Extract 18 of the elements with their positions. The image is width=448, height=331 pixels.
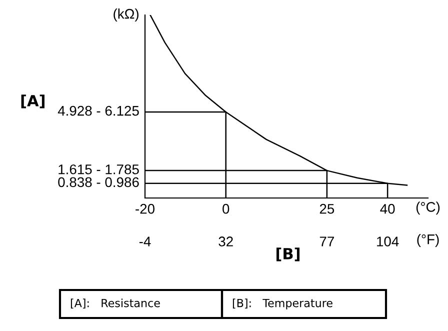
x-axis-title: (°C) (416, 202, 440, 215)
x2-tick-label: 32 (218, 236, 233, 246)
x2-tick-label: 104 (377, 236, 399, 246)
x2-axis-title: (°F) (417, 234, 439, 247)
x-tick-label: -20 (136, 204, 154, 214)
text: 4.928 - 6.125 (58, 106, 139, 116)
x-tick-label: 40 (380, 204, 395, 214)
text: 1.615 - 1.785 (58, 164, 139, 174)
y-axis-title: (kΩ) (114, 8, 138, 22)
text: [B] (276, 248, 300, 262)
text: [A] (21, 94, 44, 108)
x2-tick-label: 77 (320, 236, 334, 246)
text: 0.838 - 0.986 (58, 177, 139, 188)
x-tick-label: 25 (320, 204, 334, 214)
x2-tick-label: -4 (139, 236, 151, 246)
text: [B]: Temperature (232, 298, 332, 310)
x-tick-label: 0 (222, 204, 230, 214)
text: [A]: Resistance (70, 298, 160, 309)
